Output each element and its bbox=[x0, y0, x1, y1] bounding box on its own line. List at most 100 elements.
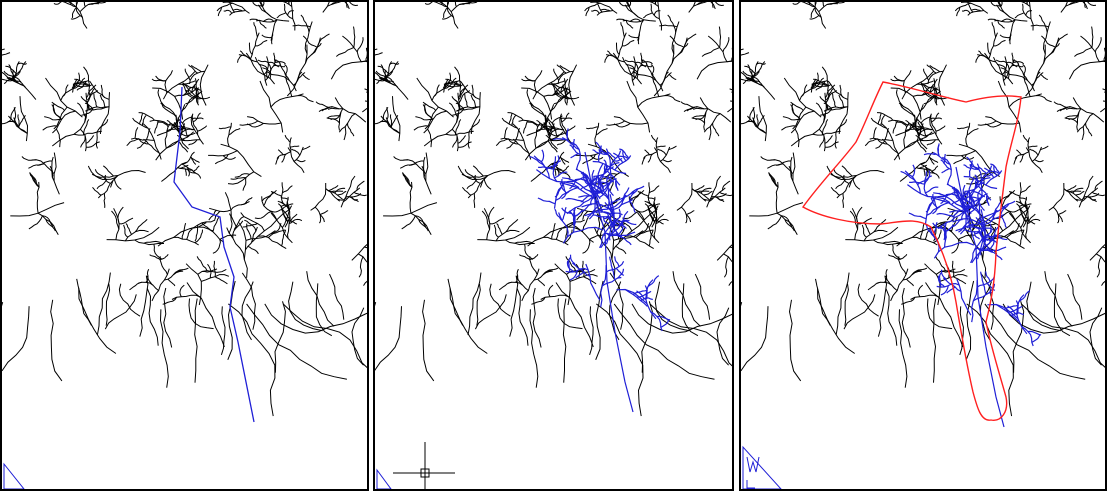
stream-segment bbox=[506, 140, 517, 149]
stream-segment bbox=[213, 260, 216, 277]
tributary bbox=[590, 194, 595, 206]
stream-segment bbox=[653, 44, 675, 97]
viewport-panel-1[interactable] bbox=[0, 0, 369, 491]
stream-segment bbox=[1004, 70, 1035, 92]
stream-segment bbox=[266, 68, 268, 79]
stream-segment bbox=[1074, 47, 1093, 57]
gully-line bbox=[877, 275, 888, 337]
stream-segment bbox=[28, 163, 45, 169]
stream-segment bbox=[616, 42, 620, 55]
stream-segment bbox=[458, 141, 472, 148]
stream-segment bbox=[1069, 190, 1082, 193]
tributary bbox=[944, 224, 947, 240]
stream-segment bbox=[1026, 213, 1036, 224]
stream-segment bbox=[1072, 97, 1105, 123]
tributary bbox=[953, 186, 964, 207]
tributary bbox=[978, 204, 986, 235]
stream-segment bbox=[282, 2, 293, 7]
tributary bbox=[609, 256, 614, 270]
stream-segment bbox=[2, 48, 5, 51]
stream-segment bbox=[1091, 191, 1105, 197]
stream-segment bbox=[791, 103, 801, 120]
stream-segment bbox=[910, 294, 940, 300]
stream-segment bbox=[1018, 196, 1027, 200]
stream-segment bbox=[1016, 149, 1022, 156]
stream-segment bbox=[1035, 94, 1052, 103]
stream-segment bbox=[826, 165, 835, 177]
stream-segment bbox=[1011, 64, 1024, 68]
stream-segment bbox=[458, 88, 466, 101]
stream-segment bbox=[667, 14, 677, 33]
tributary bbox=[575, 168, 588, 177]
stream-segment bbox=[1089, 243, 1105, 261]
stream-segment bbox=[629, 18, 641, 23]
tributary bbox=[974, 174, 979, 184]
stream-segment bbox=[1024, 220, 1036, 225]
stream-segment bbox=[214, 210, 221, 220]
stream-segment bbox=[328, 185, 339, 192]
stream-segment bbox=[930, 117, 943, 120]
gully-line bbox=[105, 283, 111, 326]
tributary bbox=[1027, 330, 1042, 336]
stream-segment bbox=[622, 39, 635, 47]
stream-segment bbox=[466, 179, 478, 190]
gully-line bbox=[474, 294, 507, 330]
stream-segment bbox=[876, 281, 898, 291]
stream-segment bbox=[363, 280, 367, 286]
stream-segment bbox=[1102, 100, 1105, 102]
tributary bbox=[591, 190, 602, 193]
stream-segment bbox=[987, 18, 998, 21]
stream-segment bbox=[923, 91, 940, 105]
stream-segment bbox=[821, 119, 829, 136]
stream-segment bbox=[873, 239, 903, 246]
tributary bbox=[592, 149, 601, 155]
viewport-panel-2[interactable] bbox=[373, 0, 734, 491]
tributary bbox=[936, 212, 956, 219]
crosshair-cursor-icon bbox=[393, 442, 455, 489]
stream-segment bbox=[179, 284, 185, 298]
stream-segment bbox=[1085, 123, 1093, 137]
stream-segment bbox=[425, 152, 432, 195]
stream-segment bbox=[953, 154, 967, 165]
viewport-panel-3[interactable] bbox=[739, 0, 1107, 491]
stream-segment bbox=[905, 126, 921, 132]
stream-segment bbox=[553, 68, 560, 81]
tributary bbox=[561, 207, 573, 215]
stream-segment bbox=[365, 47, 367, 62]
stream-segment bbox=[186, 166, 190, 177]
stream-segment bbox=[683, 33, 697, 48]
stream-segment bbox=[282, 185, 293, 194]
stream-segment bbox=[401, 215, 416, 230]
stream-segment bbox=[912, 125, 923, 128]
stream-segment bbox=[375, 70, 386, 78]
stream-segment bbox=[302, 145, 311, 151]
stream-segment bbox=[441, 2, 443, 5]
stream-segment bbox=[742, 70, 753, 78]
gully-line bbox=[959, 306, 964, 356]
stream-segment bbox=[978, 50, 988, 59]
stream-segment bbox=[193, 165, 200, 172]
stream-segment bbox=[390, 114, 399, 128]
stream-segment bbox=[582, 154, 596, 165]
stream-segment bbox=[457, 84, 469, 99]
stream-segment bbox=[447, 2, 449, 6]
fan-channel bbox=[282, 303, 367, 369]
stream-segment bbox=[555, 132, 566, 137]
stream-segment bbox=[255, 39, 268, 47]
stream-segment bbox=[546, 127, 564, 132]
gully-line bbox=[104, 294, 137, 330]
stream-segment bbox=[677, 42, 689, 56]
stream-segment bbox=[716, 244, 732, 261]
stream-segment bbox=[933, 78, 938, 95]
stream-segment bbox=[505, 239, 535, 246]
stream-segment bbox=[418, 219, 429, 232]
tributary bbox=[1015, 300, 1019, 315]
stream-segment bbox=[548, 284, 554, 298]
stream-segment bbox=[529, 253, 539, 261]
stream-segment bbox=[559, 64, 571, 73]
gully-line bbox=[817, 287, 855, 354]
stream-segment bbox=[82, 119, 90, 136]
stream-segment bbox=[533, 70, 543, 94]
tributary bbox=[628, 200, 636, 214]
stream-segment bbox=[300, 14, 310, 33]
